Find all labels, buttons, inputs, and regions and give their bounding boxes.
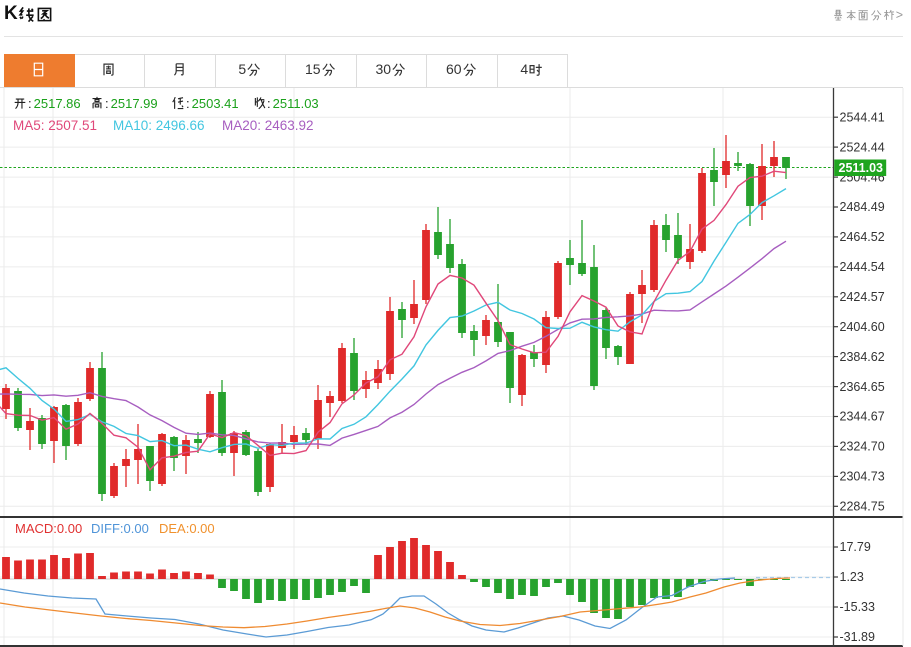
svg-text:2444.54: 2444.54	[840, 260, 885, 274]
svg-text:2524.44: 2524.44	[840, 140, 885, 154]
svg-text:-31.89: -31.89	[840, 630, 875, 644]
svg-text:1.23: 1.23	[840, 570, 864, 584]
svg-text:2424.57: 2424.57	[840, 290, 885, 304]
svg-text:2324.70: 2324.70	[840, 440, 885, 454]
svg-text:2544.41: 2544.41	[840, 110, 885, 124]
svg-text:-15.33: -15.33	[840, 600, 875, 614]
svg-text:2344.67: 2344.67	[840, 410, 885, 424]
svg-text:2464.52: 2464.52	[840, 230, 885, 244]
svg-text:17.79: 17.79	[840, 540, 871, 554]
svg-text:2364.65: 2364.65	[840, 380, 885, 394]
svg-text:2384.62: 2384.62	[840, 350, 885, 364]
svg-text:2484.49: 2484.49	[840, 200, 885, 214]
svg-text:2304.73: 2304.73	[840, 470, 885, 484]
svg-text:2511.03: 2511.03	[839, 161, 884, 175]
svg-text:2284.75: 2284.75	[840, 500, 885, 514]
svg-text:2404.60: 2404.60	[840, 320, 885, 334]
